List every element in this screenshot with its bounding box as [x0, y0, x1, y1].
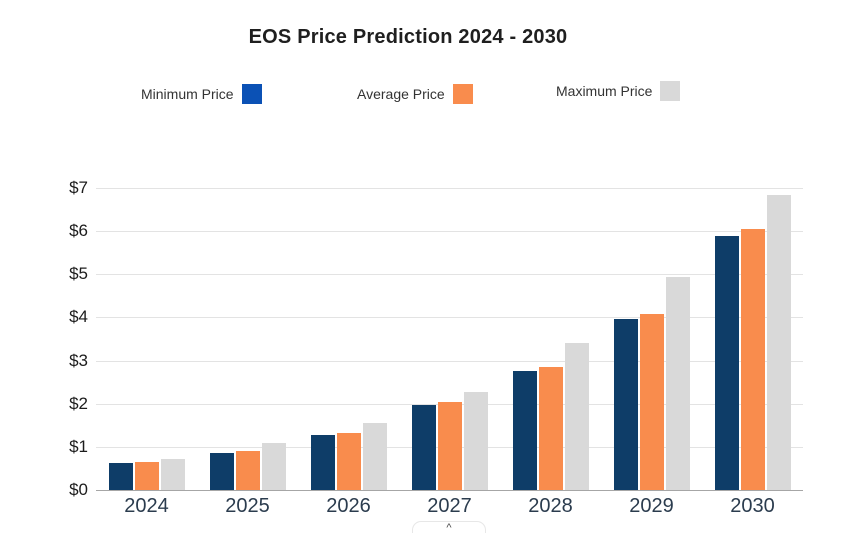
legend-swatch: [452, 84, 473, 104]
x-tick-label-2026: 2026: [326, 495, 371, 517]
y-tick-label: $0: [69, 480, 88, 499]
y-tick-label: $4: [69, 307, 88, 327]
bar-group-2025: [197, 188, 298, 490]
legend-label: Average Price: [357, 86, 445, 102]
gridline: [96, 231, 803, 233]
bar-maximum-price-2025: [261, 442, 286, 490]
gridline: [96, 317, 803, 319]
legend-item-minimum-price: Minimum Price: [141, 84, 262, 104]
bar-average-price-2026: [336, 432, 361, 490]
x-tick-label-2024: 2024: [124, 495, 169, 517]
y-tick-label: $3: [69, 350, 88, 370]
y-axis-labels: $0 $1 $2 $3 $4 $5 $6 $7: [36, 178, 88, 499]
bar-average-price-2028: [538, 366, 563, 490]
x-tick-label-2025: 2025: [225, 495, 270, 517]
bar-group-2028: [500, 188, 601, 490]
legend-label: Maximum Price: [556, 83, 653, 99]
bar-maximum-price-2024: [160, 458, 185, 490]
gridline: [96, 274, 803, 276]
chart-title: EOS Price Prediction 2024 - 2030: [248, 26, 568, 48]
bar-minimum-price-2028: [512, 370, 537, 490]
bar-minimum-price-2030: [714, 236, 739, 490]
bar-average-price-2030: [740, 228, 765, 490]
gridline: [96, 188, 803, 189]
gridline: [96, 360, 803, 362]
bar-group-2027: [399, 188, 500, 490]
bar-group-2026: [298, 188, 399, 490]
x-axis-line: [96, 490, 803, 491]
y-tick-label: $7: [69, 178, 88, 197]
bar-minimum-price-2024: [108, 463, 133, 490]
legend-item-maximum-price: Maximum Price: [556, 81, 681, 101]
bar-average-price-2025: [235, 450, 260, 490]
legend-item-average-price: Average Price: [357, 84, 473, 104]
x-axis-labels: 2024 2025 2026 2027 2028 2029 2030: [96, 495, 803, 518]
bar-average-price-2024: [134, 462, 159, 490]
bar-minimum-price-2027: [411, 404, 436, 490]
bar-group-2030: [702, 188, 803, 490]
y-tick-label: $6: [69, 221, 88, 241]
bar-group-2029: [601, 188, 702, 490]
y-tick-label: $5: [69, 264, 88, 284]
expand-chart-button[interactable]: ^: [412, 521, 486, 533]
bar-group-2024: [96, 188, 197, 490]
bar-plot-area: [96, 188, 803, 490]
legend-swatch: [660, 81, 681, 101]
bar-minimum-price-2029: [613, 318, 638, 490]
x-tick-label-2029: 2029: [629, 495, 674, 517]
bar-minimum-price-2026: [310, 434, 335, 490]
legend-swatch: [241, 84, 262, 104]
y-tick-label: $1: [69, 436, 88, 456]
bar-maximum-price-2027: [463, 391, 488, 490]
bar-average-price-2029: [639, 314, 664, 490]
bar-maximum-price-2029: [665, 276, 690, 490]
bar-maximum-price-2030: [766, 194, 791, 490]
legend-label: Minimum Price: [141, 86, 234, 102]
bar-minimum-price-2025: [209, 452, 234, 490]
y-tick-label: $2: [69, 393, 88, 413]
x-tick-label-2028: 2028: [528, 495, 573, 517]
x-tick-label-2030: 2030: [730, 495, 775, 517]
bar-average-price-2027: [437, 402, 462, 490]
bar-maximum-price-2028: [564, 342, 589, 490]
bar-maximum-price-2026: [362, 422, 387, 490]
chevron-up-icon: ^: [446, 522, 452, 533]
x-tick-label-2027: 2027: [427, 495, 472, 517]
